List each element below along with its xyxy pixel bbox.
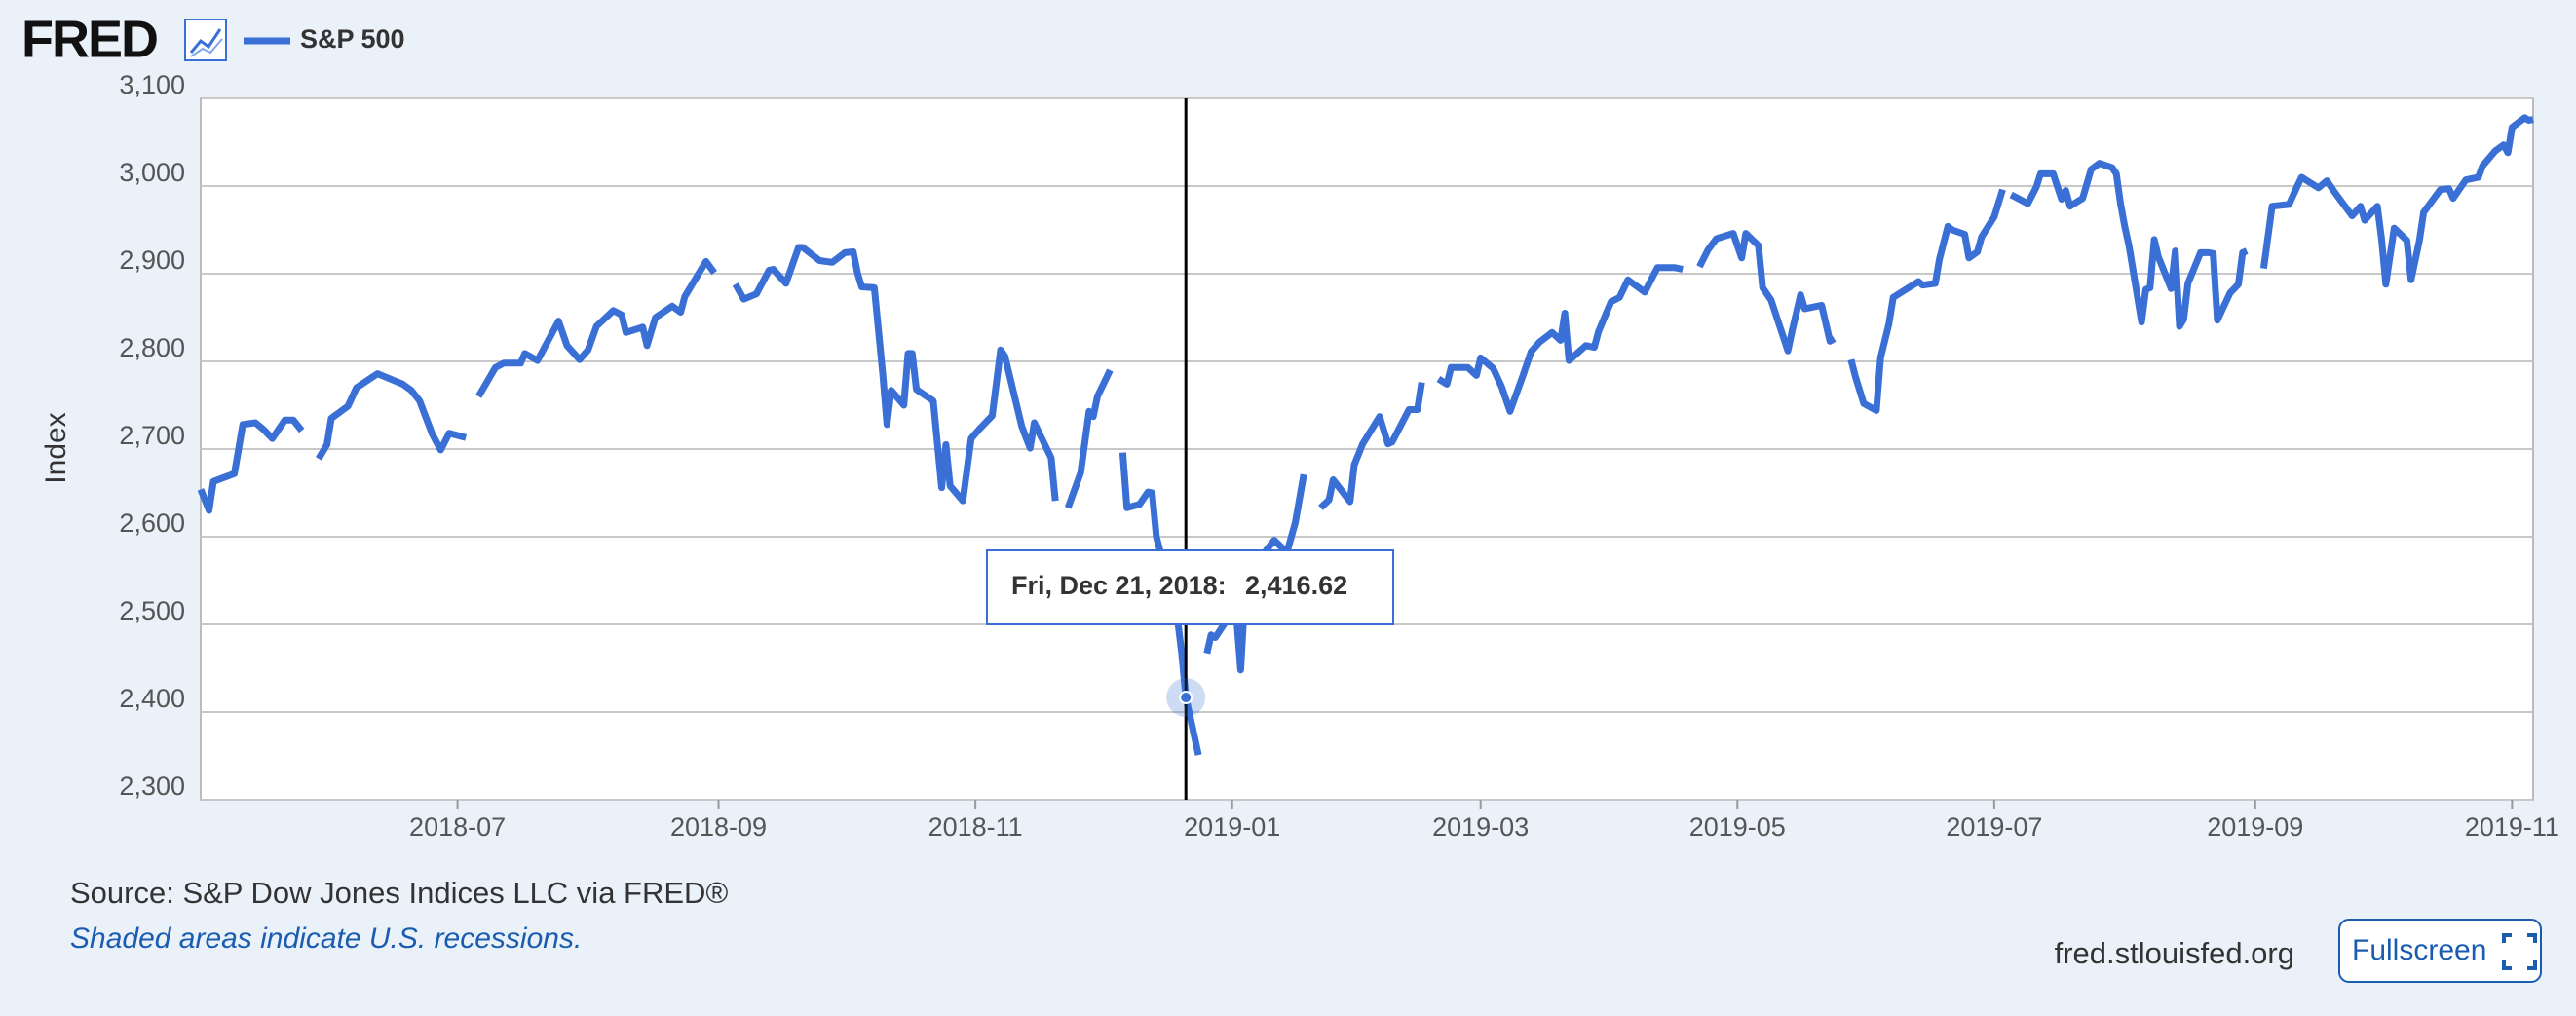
line-segment xyxy=(1064,368,1114,509)
x-tick-label: 2018-09 xyxy=(670,812,767,842)
fullscreen-button[interactable]: Fullscreen xyxy=(2338,919,2542,983)
line-segment xyxy=(1696,230,1837,355)
source: Source: S&P Dow Jones Indices LLC via FR… xyxy=(70,876,728,910)
logo: FRED xyxy=(21,10,157,68)
x-tick-label: 2019-05 xyxy=(1689,812,1786,842)
legend-label: S&P 500 xyxy=(300,24,405,54)
hover-point xyxy=(1179,691,1193,705)
tooltip-box xyxy=(986,549,1394,625)
y-tick-label: 2,600 xyxy=(119,508,185,538)
y-axis-title: Index xyxy=(40,412,72,483)
button-label[interactable]: Fullscreen xyxy=(2352,934,2486,966)
line-segment xyxy=(1847,188,2006,414)
line-segment xyxy=(2259,114,2534,288)
y-tick-label: 2,900 xyxy=(119,245,185,275)
x-tick-label: 2018-07 xyxy=(409,812,506,842)
x-tick-label: 2019-03 xyxy=(1432,812,1529,842)
x-tick-label: 2019-01 xyxy=(1184,812,1280,842)
chart-icon xyxy=(184,19,227,61)
line-segment xyxy=(1436,264,1684,415)
y-tick-label: 3,000 xyxy=(119,158,185,187)
y-tick-label: 2,700 xyxy=(119,421,185,450)
y-tick-label: 3,100 xyxy=(119,70,185,99)
tooltip-value: 2,416.62 xyxy=(1245,571,1347,600)
note: Shaded areas indicate U.S. recessions. xyxy=(70,922,582,955)
line-segment xyxy=(1318,382,1425,510)
x-tick-label: 2018-11 xyxy=(928,812,1023,842)
y-tick-label: 2,800 xyxy=(119,333,185,362)
line-segment xyxy=(732,244,1059,505)
x-tick-label: 2019-11 xyxy=(2465,812,2559,842)
y-tick-label: 2,400 xyxy=(119,684,185,713)
site-link: fred.stlouisfed.org xyxy=(2055,936,2294,970)
line-segment xyxy=(197,416,305,514)
line-segment xyxy=(315,370,468,461)
y-tick-label: 2,500 xyxy=(119,596,185,625)
y-tick-label: 2,300 xyxy=(119,771,185,801)
line-segment xyxy=(2009,160,2249,330)
x-tick-label: 2019-07 xyxy=(1946,812,2042,842)
tooltip-date: Fri, Dec 21, 2018: xyxy=(1011,571,1227,600)
tooltip: Fri, Dec 21, 2018: 2,416.62 xyxy=(986,549,1394,625)
line-segment xyxy=(475,257,718,398)
x-tick-label: 2019-09 xyxy=(2207,812,2303,842)
